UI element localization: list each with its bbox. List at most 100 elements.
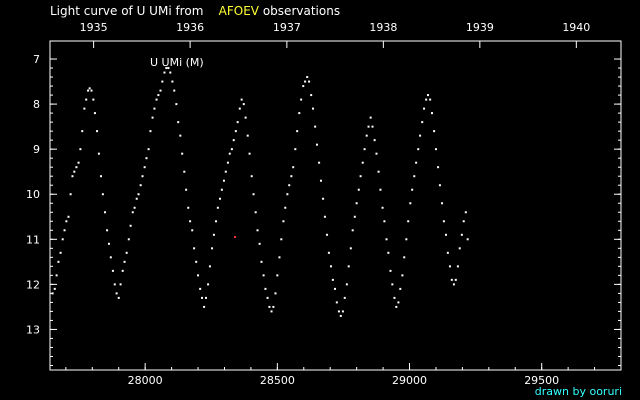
data-point [425, 98, 428, 101]
data-point [171, 80, 174, 83]
data-point [292, 166, 295, 169]
data-point [448, 265, 451, 268]
data-point [318, 161, 321, 164]
data-point [220, 188, 223, 191]
axis-labels: 28000 28500 29000 29500 1935 1936 1937 1938 1939… [26, 21, 590, 387]
data-point [415, 161, 418, 164]
data-point [381, 206, 384, 209]
data-point [75, 166, 78, 169]
data-point [83, 107, 86, 110]
data-point [236, 121, 239, 124]
data-point [63, 229, 66, 232]
data-point [351, 229, 354, 232]
data-point [181, 152, 184, 155]
data-point [175, 103, 178, 106]
data-point [169, 71, 172, 74]
data-point [173, 89, 176, 92]
data-point [111, 269, 114, 272]
data-point [298, 112, 301, 115]
data-point [133, 206, 136, 209]
data-point [183, 170, 186, 173]
data-point [119, 283, 122, 286]
data-point [323, 215, 326, 218]
data-point [333, 287, 336, 290]
data-point [254, 211, 257, 214]
data-point [377, 170, 380, 173]
data-point [371, 125, 374, 128]
data-point [167, 67, 170, 70]
data-point [103, 211, 106, 214]
data-point [319, 179, 322, 182]
data-point [61, 238, 64, 241]
data-point [294, 148, 297, 151]
data-point [234, 130, 237, 133]
data-point [248, 152, 251, 155]
data-point [401, 274, 404, 277]
special-data-point [234, 236, 237, 239]
data-point [258, 242, 261, 245]
title-prefix: Light curve of U UMi from [50, 4, 204, 18]
data-point [187, 206, 190, 209]
data-point [193, 247, 196, 250]
data-point [399, 287, 402, 290]
data-point [347, 265, 350, 268]
data-point [308, 80, 311, 83]
y-tick-label: 10 [26, 188, 40, 201]
data-point [302, 85, 305, 88]
data-point [284, 206, 287, 209]
data-point [177, 121, 180, 124]
data-point [456, 265, 459, 268]
data-point [290, 175, 293, 178]
data-point [405, 238, 408, 241]
data-point [244, 116, 247, 119]
data-point [264, 287, 267, 290]
data-point [230, 148, 233, 151]
data-point [125, 251, 128, 254]
data-point [450, 278, 453, 281]
data-point [288, 184, 291, 187]
data-point [349, 247, 352, 250]
star-label: U UMi (M) [150, 56, 204, 69]
data-point [304, 80, 307, 83]
data-point [71, 175, 74, 178]
data-point [379, 188, 382, 191]
data-point [330, 265, 333, 268]
data-point [216, 206, 219, 209]
data-point [195, 260, 198, 263]
year-tick-label: 1938 [369, 21, 397, 34]
data-point [106, 229, 109, 232]
data-point [51, 292, 54, 295]
data-point [373, 139, 376, 142]
data-point [413, 175, 416, 178]
data-point [159, 89, 162, 92]
data-point [77, 161, 80, 164]
data-point [228, 152, 231, 155]
data-point [197, 274, 200, 277]
data-point [232, 139, 235, 142]
data-point [300, 98, 303, 101]
data-point [256, 229, 259, 232]
year-tick-label: 1940 [562, 21, 590, 34]
data-point [272, 305, 275, 308]
data-point [101, 193, 104, 196]
data-point [460, 233, 463, 236]
data-point [250, 175, 253, 178]
data-point [240, 98, 243, 101]
data-point [387, 251, 390, 254]
data-point [201, 296, 204, 299]
data-point [81, 130, 84, 133]
data-point [276, 274, 279, 277]
data-point [85, 98, 88, 101]
data-point [93, 112, 96, 115]
y-tick-label: 12 [26, 278, 40, 291]
x-tick-label: 28500 [260, 374, 295, 387]
data-point [282, 220, 285, 223]
data-point [441, 202, 444, 205]
credit-text: drawn by ooruri [534, 385, 622, 398]
data-point [442, 220, 445, 223]
data-point [423, 107, 426, 110]
data-point [147, 148, 150, 151]
year-tick-label: 1936 [176, 21, 204, 34]
chart-title: Light curve of U UMi from AFOEV observat… [50, 4, 340, 18]
data-point [286, 193, 289, 196]
